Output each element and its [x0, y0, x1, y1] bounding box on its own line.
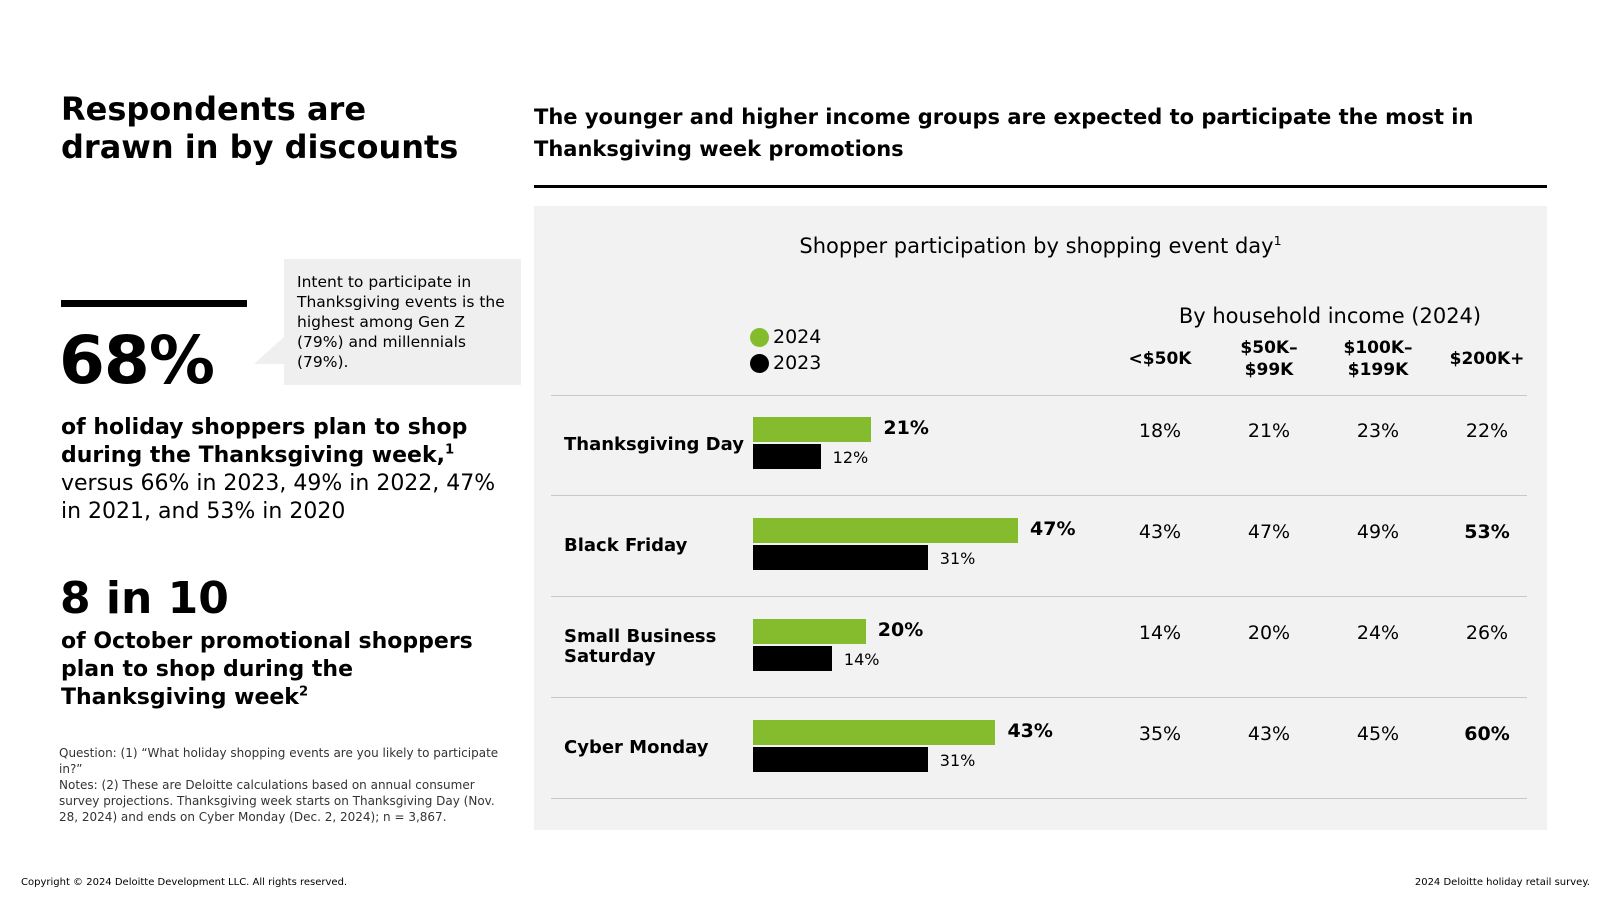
income-column-header: <$50K: [1128, 349, 1192, 369]
income-cell: 20%: [1247, 622, 1291, 644]
income-cell: 43%: [1247, 723, 1291, 745]
category-label: Black Friday: [564, 535, 688, 556]
income-column-header: $50K–$99K: [1240, 338, 1298, 380]
stat-68-strong-text: of holiday shoppers plan to shop during …: [61, 415, 468, 468]
bar-label-2024: 47%: [1030, 518, 1076, 540]
row-divider: [551, 395, 1527, 396]
chart-title: Shopper participation by shopping event …: [799, 233, 1282, 258]
bar-label-2023: 14%: [843, 650, 880, 669]
category-label: Thanksgiving Day: [564, 434, 744, 455]
income-cell: 24%: [1356, 622, 1400, 644]
bar-2023: [753, 747, 928, 772]
row-divider: [551, 596, 1527, 597]
income-cell: 23%: [1356, 420, 1400, 442]
income-cell: 49%: [1356, 521, 1400, 543]
bar-2024: [753, 619, 866, 644]
income-cell: 43%: [1138, 521, 1182, 543]
legend-item-2023: 2023: [750, 351, 821, 375]
income-cell: 45%: [1356, 723, 1400, 745]
chart-heading: The younger and higher income groups are…: [534, 105, 1474, 161]
stat-8-in-10: 8 in 10: [60, 573, 229, 624]
bar-label-2023: 12%: [832, 448, 869, 467]
footnote-notes: Notes: (2) These are Deloitte calculatio…: [59, 778, 495, 824]
income-cell: 18%: [1138, 420, 1182, 442]
income-cell: 21%: [1247, 420, 1291, 442]
chart-panel: Shopper participation by shopping event …: [534, 206, 1547, 830]
callout-pointer: [254, 336, 285, 364]
bar-label-2024: 21%: [883, 417, 929, 439]
bar-label-2024: 43%: [1007, 720, 1053, 742]
footnote-question: Question: (1) “What holiday shopping eve…: [59, 746, 499, 776]
income-cell: 14%: [1138, 622, 1182, 644]
row-divider: [551, 798, 1527, 799]
copyright: Copyright © 2024 Deloitte Development LL…: [21, 877, 348, 888]
income-column-header: $200K+: [1449, 349, 1525, 369]
legend-dot-2024: [750, 327, 769, 347]
income-cell: 47%: [1247, 521, 1291, 543]
income-cell: 22%: [1465, 420, 1509, 442]
heading-divider: [534, 185, 1547, 188]
stat-68-description: of holiday shoppers plan to shop during …: [61, 414, 501, 526]
row-divider: [551, 495, 1527, 496]
stat-divider: [61, 300, 247, 307]
page-title: Respondents are drawn in by discounts: [61, 90, 459, 166]
legend-label-2023: 2023: [773, 352, 822, 374]
bar-2024: [753, 518, 1018, 543]
callout-box: Intent to participate in Thanksgiving ev…: [284, 259, 521, 385]
legend-dot-2023: [750, 353, 769, 373]
income-cell: 26%: [1465, 622, 1509, 644]
income-table-title: By household income (2024): [1178, 304, 1482, 328]
category-label: Small Business Saturday: [564, 626, 717, 667]
income-column-header: $100K–$199K: [1343, 338, 1413, 380]
bar-2023: [753, 444, 821, 469]
bar-2024: [753, 417, 872, 442]
category-label: Cyber Monday: [564, 737, 709, 758]
bar-label-2023: 31%: [939, 751, 976, 770]
bar-2023: [753, 545, 928, 570]
legend-label-2024: 2024: [773, 326, 822, 348]
bar-label-2023: 31%: [939, 549, 976, 568]
stat-68-sub-text: versus 66% in 2023, 49% in 2022, 47% in …: [61, 471, 496, 524]
income-cell: 53%: [1464, 521, 1510, 543]
bar-label-2024: 20%: [877, 619, 924, 641]
row-divider: [551, 697, 1527, 698]
income-cell: 35%: [1138, 723, 1182, 745]
stat-68-percent: 68%: [59, 322, 215, 399]
stat-8-in-10-description: of October promotional shoppers plan to …: [61, 629, 473, 710]
source-note: 2024 Deloitte holiday retail survey.: [1414, 877, 1590, 888]
footnotes: Question: (1) “What holiday shopping eve…: [59, 745, 511, 825]
legend-item-2024: 2024: [750, 325, 821, 349]
bar-2023: [753, 646, 832, 671]
bar-2024: [753, 720, 996, 745]
income-cell: 60%: [1464, 723, 1510, 745]
